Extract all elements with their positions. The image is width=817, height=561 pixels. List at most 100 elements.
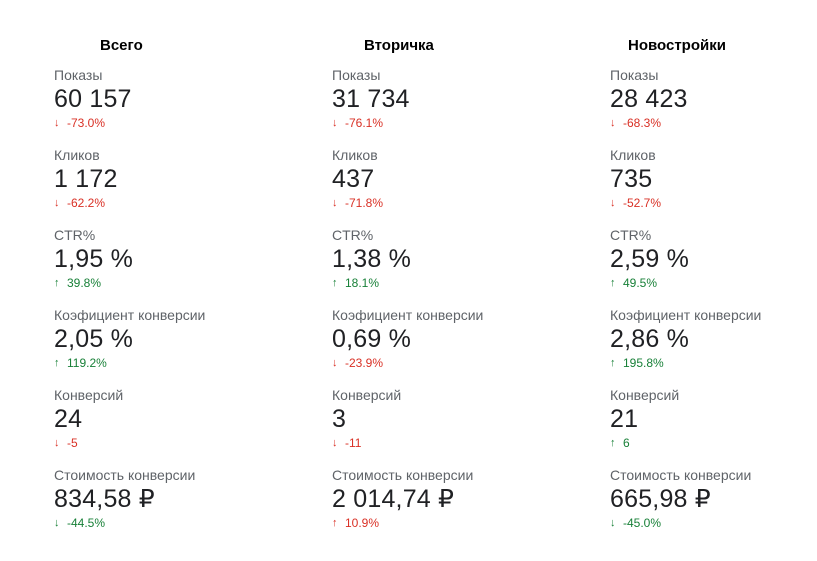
metric-value: 735 [610,165,653,193]
column-title: Всего [100,37,143,54]
metric-card: Показы 28 423 ↓ -68.3% [610,66,817,146]
metric-delta-text: -44.5% [67,516,106,530]
metric-label: Показы [610,67,659,83]
metric-delta-text: -45.0% [623,516,662,530]
metric-label: Конверсий [610,387,680,403]
metric-value: 0,69 % [332,325,412,353]
arrow-down-icon: ↓ [332,357,338,369]
metric-value: 3 [332,405,347,433]
metric-card: Показы 60 157 ↓ -73.0% [54,66,304,146]
metric-delta: ↓ -71.8% [332,195,582,211]
metric-value: 60 157 [54,85,132,113]
metric-delta-text: 195.8% [623,356,664,370]
metric-card: Кликов 735 ↓ -52.7% [610,146,817,226]
metric-label: Стоимость конверсии [610,467,752,483]
metric-card: Коэфициент конверсии 0,69 % ↓ -23.9% [332,306,582,386]
metric-delta: ↓ -5 [54,435,304,451]
metric-label: Стоимость конверсии [54,467,196,483]
metric-delta: ↓ -76.1% [332,115,582,131]
metric-label: Кликов [54,147,100,163]
metric-value: 1,95 % [54,245,134,273]
metric-label: Показы [332,67,381,83]
column-2: Новостройки Показы 28 423 ↓ -68.3% Кликов 735 ↓… [610,36,817,546]
metric-delta: ↑ 119.2% [54,355,304,371]
arrow-down-icon: ↓ [610,517,616,529]
metric-label: CTR% [332,227,374,243]
metric-delta-text: -11 [345,436,362,450]
column-title: Вторичка [364,37,434,54]
arrow-down-icon: ↓ [610,197,616,209]
metric-delta: ↓ -62.2% [54,195,304,211]
metric-label: Коэфициент конверсии [332,307,484,323]
arrow-up-icon: ↑ [610,437,616,449]
arrow-up-icon: ↑ [332,517,338,529]
arrow-down-icon: ↓ [54,437,60,449]
metric-value: 2,05 % [54,325,134,353]
metric-label: CTR% [54,227,96,243]
metric-delta: ↑ 195.8% [610,355,817,371]
metric-delta: ↓ -52.7% [610,195,817,211]
metric-delta-text: -76.1% [345,116,384,130]
metric-label: Конверсий [54,387,124,403]
metric-label: Коэфициент конверсии [54,307,206,323]
metric-delta: ↓ -45.0% [610,515,817,531]
metric-label: Стоимость конверсии [332,467,474,483]
metric-value: 21 [610,405,639,433]
metric-delta-text: 6 [623,436,630,450]
metric-delta: ↑ 18.1% [332,275,582,291]
metric-value: 2,86 % [610,325,690,353]
arrow-down-icon: ↓ [332,117,338,129]
metric-delta: ↑ 10.9% [332,515,582,531]
arrow-up-icon: ↑ [610,357,616,369]
metric-delta-text: -71.8% [345,196,384,210]
metric-value: 437 [332,165,375,193]
metric-value: 24 [54,405,83,433]
metric-card: Коэфициент конверсии 2,05 % ↑ 119.2% [54,306,304,386]
metric-delta: ↓ -11 [332,435,582,451]
metric-delta-text: -23.9% [345,356,384,370]
metric-value: 1,38 % [332,245,412,273]
metric-value: 2,59 % [610,245,690,273]
metric-delta: ↑ 39.8% [54,275,304,291]
metric-label: Кликов [332,147,378,163]
metric-value: 31 734 [332,85,410,113]
arrow-down-icon: ↓ [332,437,338,449]
metric-delta-text: -68.3% [623,116,662,130]
metric-label: Конверсий [332,387,402,403]
metric-value: 2 014,74 ₽ [332,485,455,513]
arrow-up-icon: ↑ [54,357,60,369]
arrow-up-icon: ↑ [332,277,338,289]
column-0: Всего Показы 60 157 ↓ -73.0% Кликов 1 172 ↓ -62.… [54,36,304,546]
metric-value: 1 172 [54,165,118,193]
metric-card: Стоимость конверсии 665,98 ₽ ↓ -45.0% [610,466,817,546]
metric-delta-text: -62.2% [67,196,106,210]
metric-card: Конверсий 21 ↑ 6 [610,386,817,466]
metric-delta-text: 10.9% [345,516,380,530]
arrow-down-icon: ↓ [332,197,338,209]
metric-delta: ↓ -68.3% [610,115,817,131]
metric-delta-text: 18.1% [345,276,380,290]
metric-delta-text: -52.7% [623,196,662,210]
metric-label: CTR% [610,227,652,243]
metric-delta-text: 119.2% [67,356,107,370]
arrow-up-icon: ↑ [54,277,60,289]
metric-card: CTR% 2,59 % ↑ 49.5% [610,226,817,306]
metric-delta: ↓ -44.5% [54,515,304,531]
metric-value: 834,58 ₽ [54,485,155,513]
metric-delta-text: -73.0% [67,116,106,130]
metric-card: Конверсий 24 ↓ -5 [54,386,304,466]
metric-delta-text: 39.8% [67,276,102,290]
metric-card: CTR% 1,38 % ↑ 18.1% [332,226,582,306]
metric-card: CTR% 1,95 % ↑ 39.8% [54,226,304,306]
metric-value: 665,98 ₽ [610,485,711,513]
metric-delta: ↓ -73.0% [54,115,304,131]
metric-delta: ↑ 49.5% [610,275,817,291]
arrow-down-icon: ↓ [610,117,616,129]
arrow-down-icon: ↓ [54,197,60,209]
metric-card: Стоимость конверсии 2 014,74 ₽ ↑ 10.9% [332,466,582,546]
arrow-up-icon: ↑ [610,277,616,289]
metric-card: Кликов 437 ↓ -71.8% [332,146,582,226]
metric-delta: ↓ -23.9% [332,355,582,371]
arrow-down-icon: ↓ [54,517,60,529]
metric-label: Коэфициент конверсии [610,307,762,323]
